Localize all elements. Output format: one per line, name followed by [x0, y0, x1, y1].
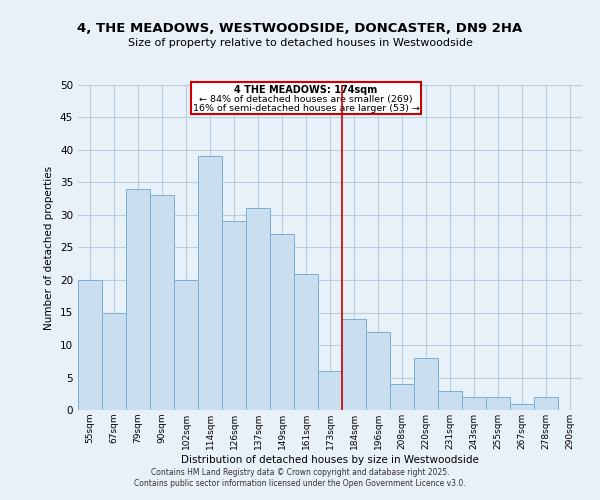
Bar — [390, 384, 414, 410]
Bar — [462, 397, 486, 410]
Bar — [510, 404, 534, 410]
Text: 4, THE MEADOWS, WESTWOODSIDE, DONCASTER, DN9 2HA: 4, THE MEADOWS, WESTWOODSIDE, DONCASTER,… — [77, 22, 523, 36]
Text: Contains HM Land Registry data © Crown copyright and database right 2025.
Contai: Contains HM Land Registry data © Crown c… — [134, 468, 466, 487]
Text: 16% of semi-detached houses are larger (53) →: 16% of semi-detached houses are larger (… — [193, 104, 419, 114]
Bar — [102, 312, 126, 410]
FancyBboxPatch shape — [191, 82, 421, 114]
Text: Size of property relative to detached houses in Westwoodside: Size of property relative to detached ho… — [128, 38, 472, 48]
Bar — [150, 196, 174, 410]
Text: 4 THE MEADOWS: 174sqm: 4 THE MEADOWS: 174sqm — [235, 85, 377, 95]
Bar — [174, 280, 198, 410]
Bar — [222, 222, 246, 410]
Bar — [126, 189, 150, 410]
Bar — [294, 274, 318, 410]
Bar — [438, 390, 462, 410]
Bar — [78, 280, 102, 410]
Bar — [414, 358, 438, 410]
Bar — [342, 319, 366, 410]
Bar — [318, 371, 342, 410]
Y-axis label: Number of detached properties: Number of detached properties — [44, 166, 55, 330]
Text: ← 84% of detached houses are smaller (269): ← 84% of detached houses are smaller (26… — [199, 94, 413, 104]
X-axis label: Distribution of detached houses by size in Westwoodside: Distribution of detached houses by size … — [181, 454, 479, 464]
Bar — [366, 332, 390, 410]
Bar — [534, 397, 558, 410]
Bar — [270, 234, 294, 410]
Bar — [198, 156, 222, 410]
Bar — [486, 397, 510, 410]
Bar — [246, 208, 270, 410]
